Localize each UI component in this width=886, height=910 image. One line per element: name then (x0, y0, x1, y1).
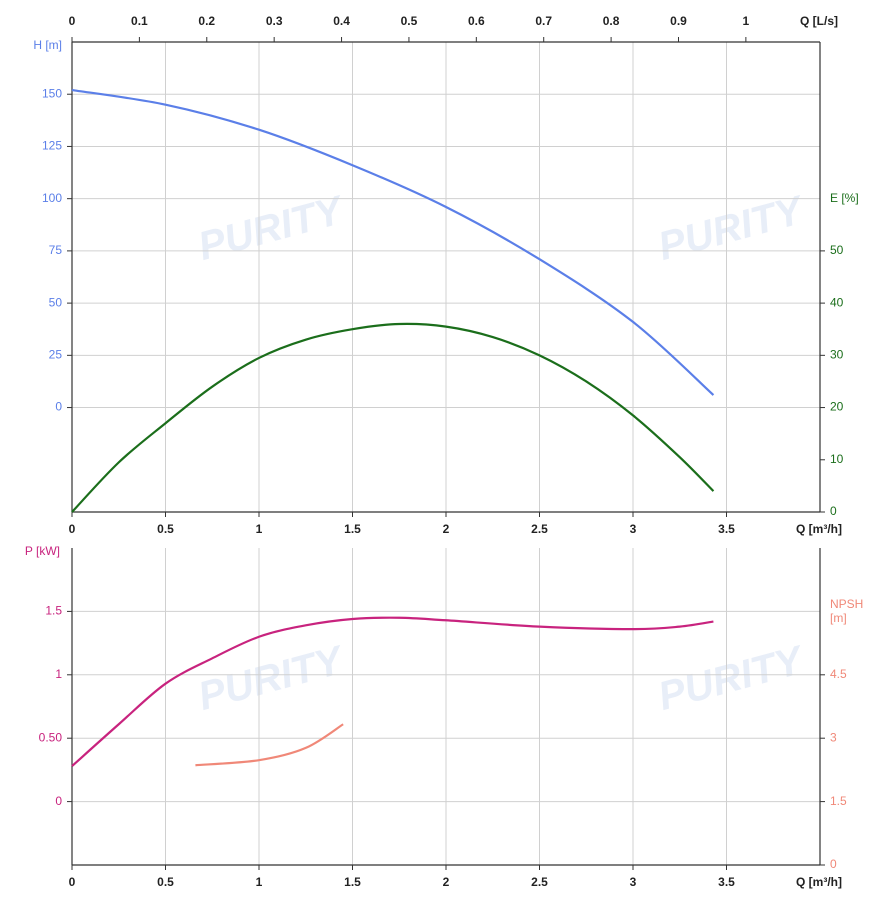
x-tick-label: 2.5 (531, 522, 548, 536)
y-tick-label: 50 (49, 295, 63, 309)
x2-tick-label: 0.2 (198, 14, 215, 28)
x2-axis-label: Q [L/s] (800, 14, 838, 28)
x-tick-label: 0 (69, 875, 76, 889)
x-axis-label: Q [m³/h] (796, 875, 842, 889)
x-tick-label: 3.5 (718, 522, 735, 536)
y-tick-label: 150 (42, 86, 62, 100)
x2-tick-label: 0.6 (468, 14, 485, 28)
y2-tick-label: 1.5 (830, 794, 847, 808)
x-axis-label: Q [m³/h] (796, 522, 842, 536)
watermark: PURITY (194, 188, 350, 269)
y2-tick-label: 50 (830, 243, 844, 257)
y2-tick-label: 30 (830, 348, 844, 362)
y-tick-label: 25 (49, 348, 63, 362)
x-tick-label: 3 (630, 522, 637, 536)
y2-axis-label: NPSH [m] (830, 597, 864, 625)
y2-tick-label: 40 (830, 295, 844, 309)
line-h (71, 88, 715, 396)
y2-tick-label: 4.5 (830, 667, 847, 681)
y-tick-label: 1 (55, 667, 62, 681)
x2-tick-label: 0.3 (266, 14, 283, 28)
watermark: PURITY (654, 638, 810, 719)
x2-tick-label: 1 (743, 14, 750, 28)
y2-tick-label: 0 (830, 504, 837, 518)
watermark: PURITY (194, 638, 350, 719)
y-axis-label: P [kW] (25, 544, 60, 558)
y2-tick-label: 0 (830, 857, 837, 871)
line-p (71, 616, 714, 767)
x2-tick-label: 0.8 (603, 14, 620, 28)
x2-tick-label: 0.7 (535, 14, 552, 28)
x-tick-label: 3 (630, 875, 637, 889)
x-tick-label: 1 (256, 522, 263, 536)
y2-axis-label: E [%] (830, 191, 859, 205)
x2-tick-label: 0.4 (333, 14, 350, 28)
x-tick-label: 0.5 (157, 875, 174, 889)
y-tick-label: 0 (55, 400, 62, 414)
y-tick-label: 100 (42, 191, 62, 205)
x-tick-label: 3.5 (718, 875, 735, 889)
y-tick-label: 0 (55, 794, 62, 808)
y-tick-label: 1.5 (45, 604, 62, 618)
x-tick-label: 2 (443, 875, 450, 889)
y2-tick-label: 20 (830, 400, 844, 414)
x2-tick-label: 0.5 (401, 14, 418, 28)
y2-tick-label: 3 (830, 730, 837, 744)
line-e (71, 322, 715, 513)
x-tick-label: 2.5 (531, 875, 548, 889)
x2-tick-label: 0.1 (131, 14, 148, 28)
x-tick-label: 1 (256, 875, 263, 889)
y-tick-label: 75 (49, 243, 63, 257)
x-tick-label: 0 (69, 522, 76, 536)
line-npsh (195, 723, 344, 767)
y-tick-label: 125 (42, 139, 62, 153)
y2-tick-label: 10 (830, 452, 844, 466)
y-axis-label: H [m] (33, 38, 62, 52)
x2-tick-label: 0.9 (670, 14, 687, 28)
watermark: PURITY (654, 188, 810, 269)
x-tick-label: 2 (443, 522, 450, 536)
x-tick-label: 1.5 (344, 875, 361, 889)
x2-tick-label: 0 (69, 14, 76, 28)
x-tick-label: 0.5 (157, 522, 174, 536)
x-tick-label: 1.5 (344, 522, 361, 536)
y-tick-label: 0.50 (39, 730, 63, 744)
